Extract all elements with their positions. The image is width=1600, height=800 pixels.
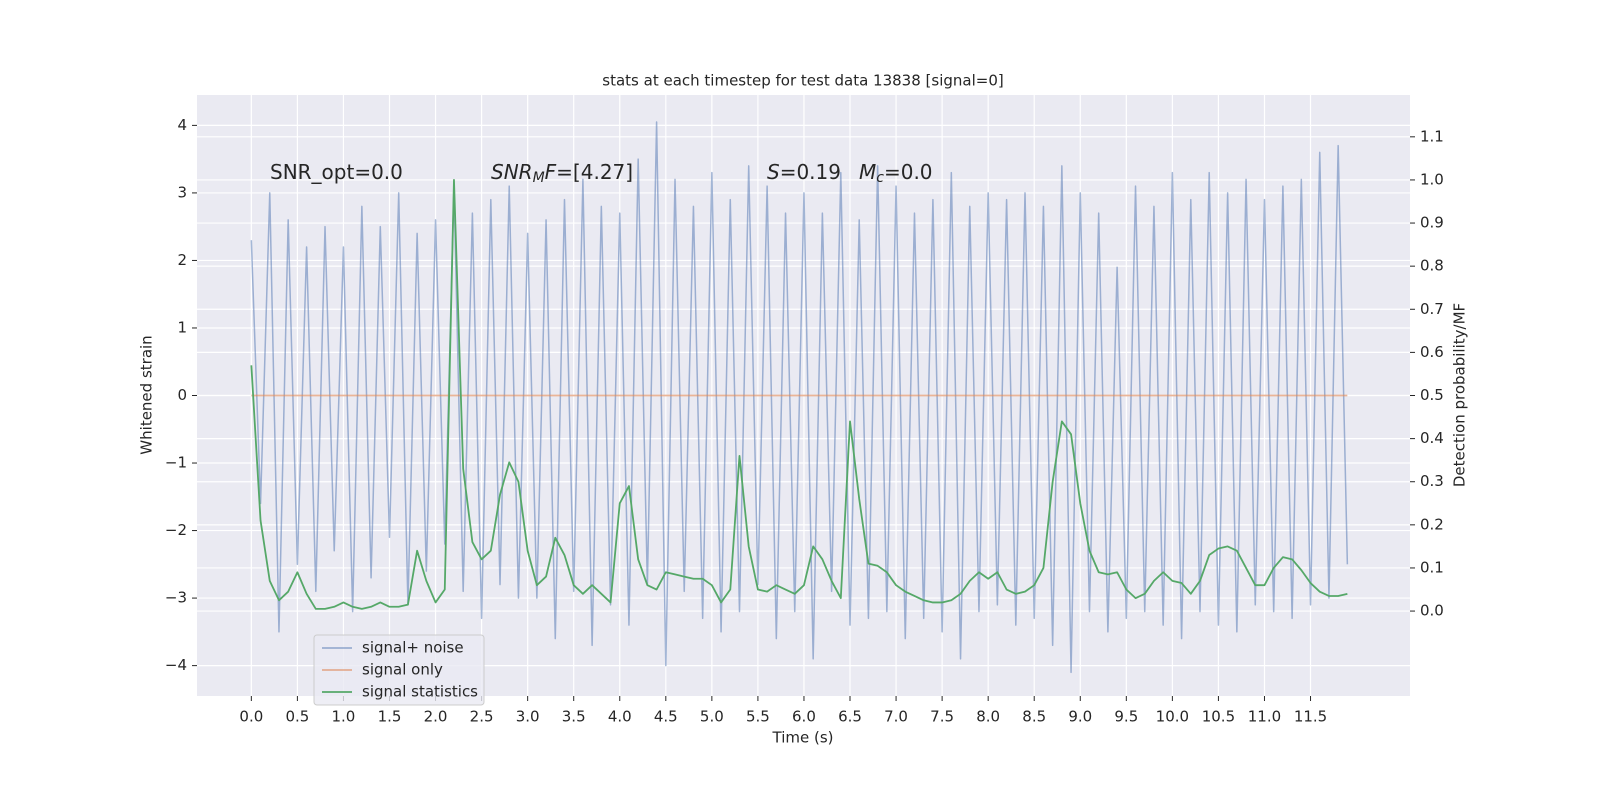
- annotation-part: c: [876, 170, 884, 186]
- y2-tick-label: 1.0: [1420, 170, 1444, 188]
- annotation-part: SNR: [491, 160, 533, 184]
- x-tick-label: 7.0: [884, 708, 908, 726]
- x-tick-label: 9.5: [1114, 708, 1138, 726]
- x-tick-label: 5.0: [700, 708, 724, 726]
- y2-axis-label: Detection probability/MF: [1451, 303, 1469, 487]
- x-tick-label: 1.5: [378, 708, 402, 726]
- annotation: S=0.19: [767, 160, 841, 184]
- x-tick-label: 4.0: [608, 708, 632, 726]
- y-axis-label: Whitened strain: [138, 335, 156, 454]
- y-tick-label: 2: [177, 251, 187, 269]
- y2-tick-label: 0.9: [1420, 214, 1444, 232]
- x-tick-label: 2.0: [424, 708, 448, 726]
- y2-tick-label: 0.2: [1420, 515, 1444, 533]
- legend-label: signal+ noise: [362, 639, 464, 657]
- y2-tick-label: 0.7: [1420, 300, 1444, 318]
- y2-tick-label: 0.4: [1420, 429, 1444, 447]
- x-tick-label: 2.5: [470, 708, 494, 726]
- x-tick-label: 9.0: [1068, 708, 1092, 726]
- annotation: SNRMF=[4.27]: [491, 160, 633, 187]
- annotation-part: =0.19: [780, 160, 841, 184]
- y-tick-label: 3: [177, 183, 187, 201]
- y-tick-label: −1: [165, 454, 187, 472]
- x-tick-label: 11.0: [1248, 708, 1281, 726]
- series-line: [250, 121, 1349, 674]
- x-tick-label: 6.5: [838, 708, 862, 726]
- y-tick-label: −2: [165, 521, 187, 539]
- y-tick-label: 0: [177, 386, 187, 404]
- series-line: [250, 179, 1348, 610]
- legend-label: signal only: [362, 661, 443, 679]
- y-tick-label: 1: [177, 318, 187, 336]
- x-tick-label: 4.5: [654, 708, 678, 726]
- x-tick-label: 1.0: [332, 708, 356, 726]
- x-tick-label: 3.0: [516, 708, 540, 726]
- y2-tick-label: 0.8: [1420, 257, 1444, 275]
- y2-tick-label: 0.5: [1420, 386, 1444, 404]
- y-tick-label: 4: [177, 116, 187, 134]
- legend-box: [313, 634, 485, 706]
- chart-title: stats at each timestep for test data 138…: [602, 72, 1003, 90]
- annotation-part: F: [545, 160, 557, 184]
- y2-tick-label: 0.6: [1420, 343, 1444, 361]
- annotation: Mc=0.0: [859, 160, 933, 187]
- annotation-part: S: [767, 160, 780, 184]
- annotation-part: M: [533, 170, 545, 186]
- y-tick-label: −4: [165, 656, 187, 674]
- annotation-part: =[4.27]: [556, 160, 633, 184]
- annotation-part: SNR_opt=0.0: [270, 160, 403, 184]
- x-tick-label: 10.5: [1202, 708, 1235, 726]
- x-tick-label: 11.5: [1294, 708, 1327, 726]
- y2-tick-label: 1.1: [1420, 127, 1444, 145]
- x-tick-label: 8.5: [1022, 708, 1046, 726]
- x-tick-label: 8.0: [976, 708, 1000, 726]
- annotation-part: =0.0: [884, 160, 933, 184]
- x-tick-label: 6.0: [792, 708, 816, 726]
- x-tick-label: 0.0: [239, 708, 263, 726]
- x-tick-label: 10.0: [1156, 708, 1189, 726]
- annotation-part: M: [859, 160, 876, 184]
- x-tick-label: 0.5: [285, 708, 309, 726]
- x-tick-label: 7.5: [930, 708, 954, 726]
- x-tick-label: 3.5: [562, 708, 586, 726]
- x-tick-label: 5.5: [746, 708, 770, 726]
- y2-tick-label: 0.3: [1420, 472, 1444, 490]
- y2-tick-label: 0.1: [1420, 558, 1444, 576]
- x-axis-label: Time (s): [772, 729, 834, 747]
- legend-label: signal statistics: [362, 683, 478, 701]
- y-tick-label: −3: [165, 589, 187, 607]
- y2-tick-label: 0.0: [1420, 602, 1444, 620]
- annotation: SNR_opt=0.0: [270, 160, 403, 184]
